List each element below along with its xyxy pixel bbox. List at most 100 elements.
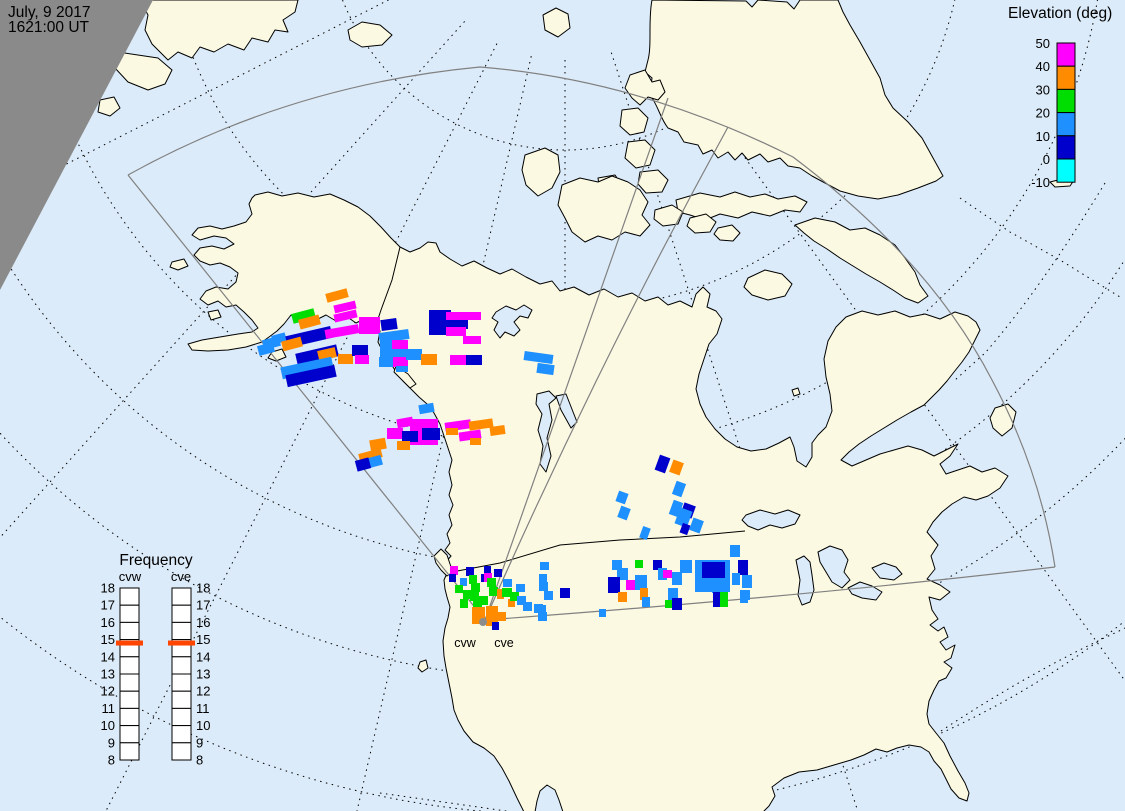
frequency-legend-title: Frequency xyxy=(119,552,192,569)
data-tile xyxy=(470,438,481,445)
data-tile xyxy=(653,560,662,570)
fov-far-arc xyxy=(127,66,1056,568)
data-tile xyxy=(654,454,671,474)
data-tile xyxy=(668,588,678,600)
frequency-scale-cell xyxy=(119,621,140,641)
data-tile xyxy=(380,340,394,349)
radar-fov-outline xyxy=(127,66,1056,621)
frequency-scale-cell xyxy=(171,707,192,727)
data-tile xyxy=(503,579,512,587)
data-tile xyxy=(460,599,468,608)
data-tile xyxy=(665,600,673,608)
radar-origin-dot xyxy=(479,618,487,626)
data-tile xyxy=(397,441,410,450)
data-tile xyxy=(617,505,631,521)
site-label-cve: cve xyxy=(494,636,514,650)
frequency-scale-cell xyxy=(119,690,140,709)
data-tile xyxy=(489,424,506,437)
data-tile xyxy=(429,310,451,335)
data-tile xyxy=(473,601,482,609)
data-tile xyxy=(256,342,276,356)
frequency-scale-cell xyxy=(171,742,192,761)
data-tile xyxy=(446,428,458,435)
frequency-marker-cve xyxy=(168,640,195,646)
data-tile xyxy=(396,416,414,429)
frequency-tick-label: 12 xyxy=(101,684,115,699)
data-tile xyxy=(720,592,728,607)
elevation-legend-ticks: 50 40 30 20 10 0 -10 xyxy=(1031,36,1050,190)
data-tile xyxy=(679,522,691,536)
elevation-legend-colorbar xyxy=(1056,42,1076,183)
data-tile xyxy=(387,428,403,439)
frequency-scale-cell xyxy=(119,604,140,623)
frequency-scale-cell xyxy=(119,725,140,744)
data-tile xyxy=(406,349,422,360)
data-tile xyxy=(338,354,353,364)
frequency-tick-label: 9 xyxy=(196,735,203,750)
frequency-tick-label: 15 xyxy=(196,632,210,647)
frequency-scale-cell xyxy=(171,656,192,675)
data-tile xyxy=(402,431,418,442)
data-tile xyxy=(492,622,499,630)
elevation-legend: Elevation (deg) 50 40 30 20 10 0 -10 xyxy=(1008,5,1112,190)
elevation-legend-title: Elevation (deg) xyxy=(1008,5,1112,22)
land-siberia xyxy=(139,0,299,61)
data-tile xyxy=(378,328,410,344)
data-tile xyxy=(540,562,549,570)
data-tile xyxy=(618,592,627,602)
data-tile xyxy=(658,568,667,580)
frequency-tick-label: 18 xyxy=(101,581,115,596)
frequency-scale-cell xyxy=(119,707,140,727)
data-tile xyxy=(635,575,647,590)
fov-cve-left-beam xyxy=(484,126,729,621)
data-tile xyxy=(369,437,387,452)
data-tile xyxy=(333,300,357,314)
data-tile xyxy=(392,357,408,367)
data-tile xyxy=(359,317,380,334)
frequency-thermometer-bars: 18 17 16 15 14 13 12 11 10 9 8 18 17 16 15 14 13 12 11 10 9 8 xyxy=(101,581,211,768)
data-tile xyxy=(539,582,548,591)
frequency-scale-cell xyxy=(171,690,192,709)
data-tile xyxy=(635,560,643,568)
elevation-scatter-tiles xyxy=(256,288,752,630)
data-tile xyxy=(354,457,372,472)
data-tile xyxy=(617,568,628,580)
lake-great-bear xyxy=(491,304,533,339)
lake-great-slave xyxy=(535,390,557,473)
data-tile xyxy=(680,560,692,573)
timestamp-time: 1621:00 UT xyxy=(8,19,90,36)
fov-right-edge xyxy=(484,566,1056,621)
data-tile xyxy=(732,573,740,585)
data-tile xyxy=(449,574,456,582)
frequency-tick-label: 8 xyxy=(196,753,203,768)
data-tile xyxy=(516,584,525,592)
data-tile xyxy=(713,592,722,607)
data-tile xyxy=(742,590,750,600)
frequency-tick-label: 11 xyxy=(102,701,116,716)
data-tile xyxy=(484,566,491,574)
data-tile xyxy=(712,578,728,593)
data-tile xyxy=(463,590,471,599)
frequency-column-label-cvw: cvw xyxy=(119,569,142,584)
frequency-scale-cell xyxy=(171,673,192,692)
data-tile xyxy=(466,567,474,576)
data-tile xyxy=(446,312,481,320)
frequency-scale-cell xyxy=(119,656,140,675)
data-tile xyxy=(450,566,458,575)
lake-superior xyxy=(741,509,801,531)
elevation-color-cell xyxy=(1056,135,1076,160)
data-tile xyxy=(562,590,569,598)
data-tile xyxy=(460,578,467,586)
elevation-tick-label: 20 xyxy=(1036,106,1050,121)
elevation-color-cell xyxy=(1056,158,1076,183)
data-tile xyxy=(538,605,546,613)
elevation-tick-label: -10 xyxy=(1031,175,1050,190)
graticule-extra xyxy=(379,182,1125,811)
elevation-color-cell xyxy=(1056,42,1076,67)
data-tile xyxy=(469,575,477,584)
data-tile xyxy=(484,573,492,582)
frequency-legend: Frequency cvw cve 1817161514131211109818… xyxy=(101,552,211,768)
data-tile xyxy=(640,588,648,600)
